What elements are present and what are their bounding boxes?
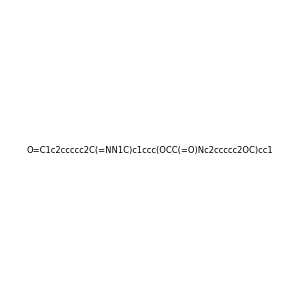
Text: O=C1c2ccccc2C(=NN1C)c1ccc(OCC(=O)Nc2ccccc2OC)cc1: O=C1c2ccccc2C(=NN1C)c1ccc(OCC(=O)Nc2cccc…: [27, 146, 273, 154]
